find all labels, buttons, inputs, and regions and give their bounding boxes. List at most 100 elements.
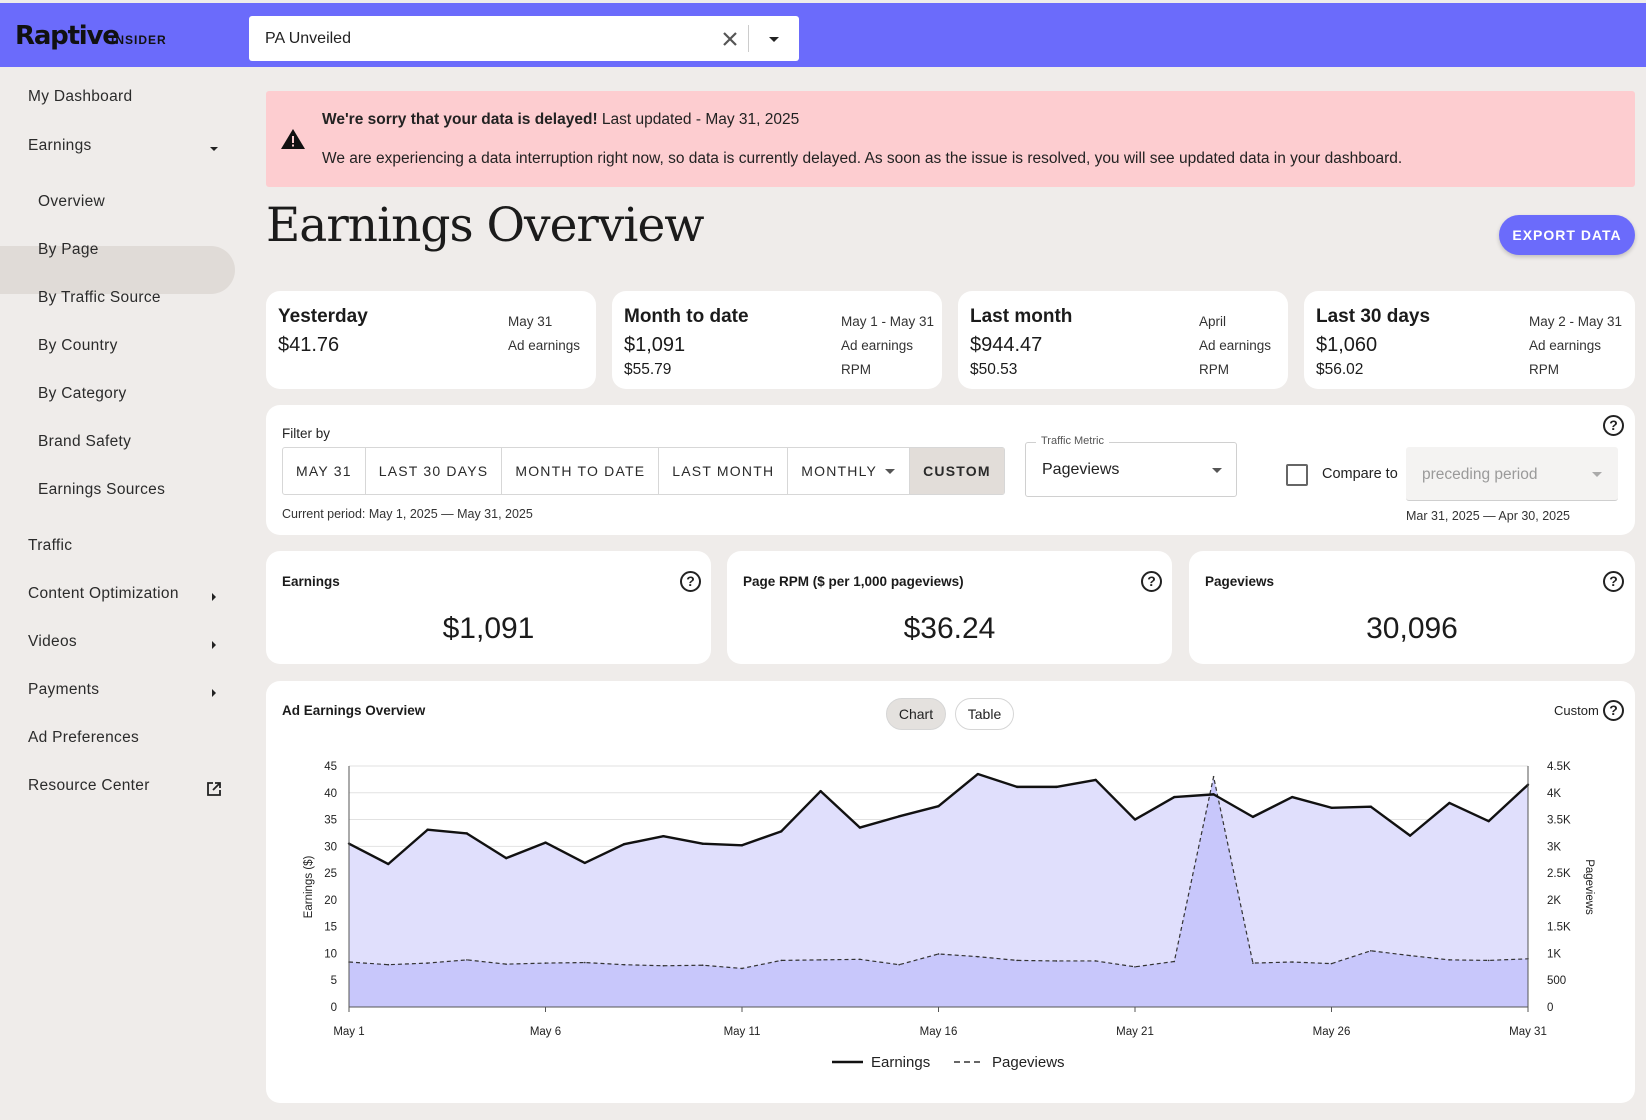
earnings-point [505,856,508,860]
earnings-chart: 0 5 10 15 20 25 30 35 40 45 0 500 1K 1.5K 2K 2.5K 3K 3.5K… [303,761,1595,1071]
earnings-point [662,834,665,838]
sidebar-item-earnings-sources[interactable]: Earnings Sources [38,481,166,498]
sidebar-item-traffic[interactable]: Traffic [28,537,73,554]
y2-tick-label: 2.5K [1547,868,1571,880]
summary-title: Month to date [624,306,749,327]
help-icon[interactable]: ? [1141,571,1162,592]
site-select[interactable]: PA Unveiled [249,16,799,61]
sidebar-item-earnings[interactable]: Earnings [28,137,92,154]
metric-title: Pageviews [1205,574,1275,589]
y2-tick-label: 0 [1547,1002,1553,1014]
filter-may-31[interactable]: MAY 31 [283,448,366,494]
sidebar-item-brand-safety[interactable]: Brand Safety [38,433,132,450]
sidebar-item-payments[interactable]: Payments [28,681,100,698]
external-link-icon[interactable] [205,780,223,798]
metric-card-earnings: Earnings ? $1,091 [266,551,711,664]
sidebar: My Dashboard Earnings Overview By Page B… [0,67,240,1120]
x-tick-label: May 11 [724,1026,761,1038]
summary-value: $1,060 [1316,334,1378,356]
earnings-point [1369,805,1373,808]
caret-right-icon[interactable] [207,686,221,700]
metric-value: $36.24 [903,612,996,645]
pageviews-point [1094,960,1097,962]
sidebar-item-resource-center[interactable]: Resource Center [28,777,150,794]
metric-title: Page RPM ($ per 1,000 pageviews) [743,574,964,589]
y-tick-label: 10 [324,948,337,960]
earnings-point [819,789,822,793]
help-icon[interactable]: ? [1603,415,1624,436]
help-icon[interactable]: ? [680,571,701,592]
alert-bold: We're sorry that your data is delayed! [322,111,598,128]
pageviews-point [701,964,704,967]
sidebar-item-overview[interactable]: Overview [38,193,105,210]
help-icon[interactable]: ? [1603,700,1624,721]
y2-axis-label: Pageviews [1583,859,1595,915]
pageviews-point [1134,966,1136,968]
summary-label-rpm: RPM [1529,362,1559,377]
sidebar-item-by-country[interactable]: By Country [38,337,118,354]
sidebar-item-content-optimization[interactable]: Content Optimization [28,585,179,602]
summary-value: $1,091 [624,334,686,356]
chart-panel-title: Ad Earnings Overview [282,703,426,718]
earnings-point [937,804,940,808]
y2-tick-label: 3K [1547,841,1561,853]
y-tick-label: 40 [324,788,337,800]
filter-custom[interactable]: CUSTOM [910,448,1004,494]
caret-down-icon[interactable] [207,142,221,156]
sidebar-item-ad-preferences[interactable]: Ad Preferences [28,729,140,746]
sidebar-item-by-page[interactable]: By Page [38,241,99,258]
filter-monthly[interactable]: MONTHLY [788,448,911,494]
tab-table[interactable]: Table [955,698,1014,730]
summary-range: May 31 [508,314,553,329]
alert-message: We are experiencing a data interruption … [322,150,1403,167]
summary-label: Ad earnings [841,338,914,353]
caret-down-icon [1212,468,1222,473]
metric-value: 30,096 [1366,612,1458,645]
pageviews-point [623,963,625,966]
legend-earnings-label: Earnings [871,1054,930,1071]
filter-last-30-days[interactable]: LAST 30 DAYS [366,448,503,494]
x-tick-label: May 1 [333,1026,364,1038]
earnings-point [740,844,744,847]
earnings-point [583,861,586,865]
y-tick-label: 0 [331,1002,337,1014]
logo[interactable]: Raptive [15,21,120,51]
y-tick-label: 25 [324,868,337,880]
filter-last-month[interactable]: LAST MONTH [659,448,789,494]
caret-right-icon[interactable] [207,590,221,604]
compare-period-select[interactable]: preceding period [1406,447,1618,501]
caret-down-icon [1592,472,1602,477]
pageviews-point [1016,959,1018,962]
ad-earnings-chart-panel: Ad Earnings Overview Chart Table Custom … [266,681,1635,1103]
delay-alert: We're sorry that your data is delayed! L… [266,91,1635,187]
sidebar-item-my-dashboard[interactable]: My Dashboard [28,88,133,105]
y2-tick-label: 500 [1547,975,1566,987]
filter-month-to-date[interactable]: MONTH TO DATE [502,448,660,494]
y2-tick-label: 3.5K [1547,815,1571,827]
clear-icon[interactable] [717,26,743,52]
traffic-metric-label: Traffic Metric [1036,435,1109,447]
sidebar-item-videos[interactable]: Videos [28,633,77,650]
pageviews-point [387,963,390,966]
tab-chart[interactable]: Chart [886,698,946,730]
earnings-point [544,841,547,844]
earnings-point [976,772,979,776]
chevron-down-icon[interactable] [761,27,787,51]
summary-title: Yesterday [278,306,368,327]
compare-checkbox[interactable] [1286,464,1308,486]
export-data-button[interactable]: EXPORT DATA [1499,215,1635,255]
sidebar-item-by-traffic-source[interactable]: By Traffic Source [38,289,161,306]
traffic-metric-select[interactable]: Traffic Metric Pageviews [1025,435,1237,497]
pageviews-point [1487,959,1490,962]
earnings-point [622,842,626,846]
summary-label-rpm: RPM [1199,362,1229,377]
help-icon[interactable]: ? [1603,571,1624,592]
y-tick-label: 20 [324,895,337,907]
caret-right-icon[interactable] [207,638,221,652]
sidebar-item-by-category[interactable]: By Category [38,385,127,402]
summary-label: Ad earnings [1529,338,1602,353]
period-filter-group: MAY 31 LAST 30 DAYS MONTH TO DATE LAST M… [282,447,1005,495]
earnings-point [701,842,704,845]
summary-label-rpm: RPM [841,362,871,377]
pageviews-area [349,776,1528,1007]
